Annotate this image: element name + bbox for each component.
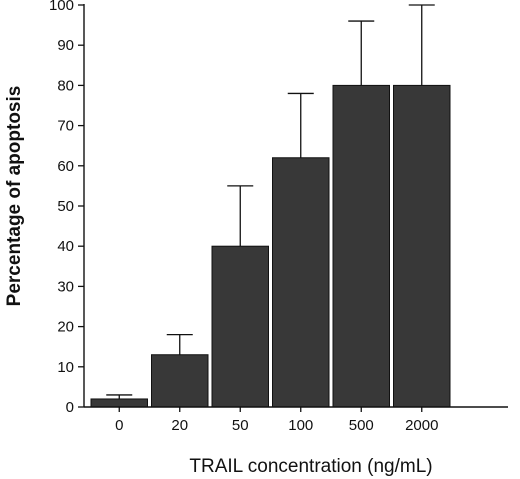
x-tick-label-500: 500 [349,417,374,434]
y-axis: 0 10 20 30 40 50 60 70 80 90 100 [49,0,85,416]
error-bars-layer [106,4,435,399]
y-axis-title: Percentage of apoptosis [4,86,25,307]
y-tick-label-90: 90 [57,37,74,54]
bar-500 [332,84,390,408]
bars-layer [90,84,451,408]
y-tick-label-50: 50 [57,198,74,215]
y-tick-label-80: 80 [57,77,74,94]
x-axis-title: TRAIL concentration (ng/mL) [189,456,432,477]
y-tick-label-20: 20 [57,319,74,336]
bar-50 [211,245,269,408]
y-tick-label-60: 60 [57,158,74,175]
y-tick-label-30: 30 [57,278,74,295]
x-tick-label-20: 20 [171,417,188,434]
bar-20 [151,354,209,408]
bar-0 [90,398,148,408]
bar-100 [272,157,330,408]
x-tick-label-50: 50 [232,417,249,434]
y-tick-label-10: 10 [57,359,74,376]
x-tick-label-2000: 2000 [405,417,438,434]
y-tick-label-100: 100 [49,0,74,14]
y-tick-label-70: 70 [57,118,74,135]
y-tick-label-40: 40 [57,238,74,255]
bar-2000 [393,84,451,408]
x-tick-label-0: 0 [115,417,123,434]
y-tick-label-0: 0 [66,399,74,416]
x-tick-label-100: 100 [288,417,313,434]
x-axis: 0 20 50 100 500 2000 [84,406,508,434]
